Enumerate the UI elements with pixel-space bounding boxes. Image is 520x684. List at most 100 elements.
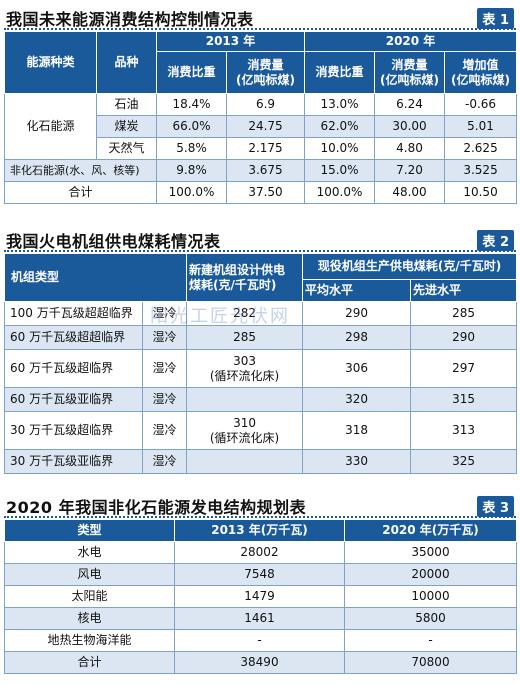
t1-cell: 66.0% xyxy=(156,115,227,138)
t1-cell: 15.0% xyxy=(304,159,376,182)
t2-cell: 315 xyxy=(410,387,518,412)
t2-cell: 310 (循环流化床) xyxy=(186,411,304,450)
t2-cooling: 湿冷 xyxy=(141,411,188,450)
t3-header-2013: 2013 年(万千瓦) xyxy=(174,519,345,542)
t2-cell: 290 xyxy=(302,301,412,326)
t2-cell: 325 xyxy=(410,449,518,474)
t1-cell: 9.8% xyxy=(156,159,227,182)
table1-title: 我国未来能源消费结构控制情况表 xyxy=(6,10,254,29)
t2-header-average: 平均水平 xyxy=(302,279,412,302)
table2-title: 我国火电机组供电煤耗情况表 xyxy=(6,232,221,251)
t1-cell: 3.525 xyxy=(444,159,518,182)
t2-cooling: 湿冷 xyxy=(141,301,188,326)
t3-cell: - xyxy=(174,629,345,652)
t3-cell: 5800 xyxy=(344,607,517,630)
table3-divider xyxy=(4,516,516,518)
t1-cell: 5.01 xyxy=(444,115,518,138)
t2-cooling: 湿冷 xyxy=(141,325,188,350)
t2-cell: 306 xyxy=(302,349,412,388)
table2: 机组类型 新建机组设计供电 煤耗(克/千瓦时) 现役机组生产供电煤耗(克/千瓦时… xyxy=(3,253,518,474)
t1-cell: 62.0% xyxy=(304,115,376,138)
t2-header-advanced: 先进水平 xyxy=(410,279,518,302)
t3-cell: - xyxy=(344,629,517,652)
t3-cell: 38490 xyxy=(174,651,345,674)
table1-divider xyxy=(4,28,516,30)
t1-header-increase: 增加值 (亿吨标煤) xyxy=(444,51,518,94)
t2-cell: 303 (循环流化床) xyxy=(186,349,304,388)
t2-cell: 282 xyxy=(186,301,304,326)
t3-header-type: 类型 xyxy=(4,519,175,542)
t1-cell: 18.4% xyxy=(156,93,227,116)
t2-cell: 320 xyxy=(302,387,412,412)
t3-type: 太阳能 xyxy=(4,585,175,608)
t1-cell: 24.75 xyxy=(225,115,306,138)
t2-cell xyxy=(186,387,304,412)
t2-header-type: 机组类型 xyxy=(3,253,188,302)
t2-cell: 297 xyxy=(410,349,518,388)
t3-cell: 35000 xyxy=(344,541,517,564)
t1-fossil-label: 化石能源 xyxy=(4,93,97,160)
t1-cell: 6.9 xyxy=(225,93,306,116)
t2-type: 100 万千瓦级超超临界 xyxy=(4,301,143,326)
t1-nonfossil-label: 非化石能源(水、风、核等) xyxy=(4,159,157,182)
table3-tag: 表 3 xyxy=(477,496,514,517)
t1-item: 煤炭 xyxy=(96,115,157,138)
t3-cell: 1479 xyxy=(174,585,345,608)
t1-cell: 30.00 xyxy=(374,115,446,138)
t1-cell: 5.8% xyxy=(156,137,227,160)
t1-cell: 48.00 xyxy=(374,181,446,204)
table3-title: 2020 年我国非化石能源发电结构规划表 xyxy=(6,498,307,517)
t3-type: 地热生物海洋能 xyxy=(4,629,175,652)
t1-cell: 13.0% xyxy=(304,93,376,116)
t2-cell: 318 xyxy=(302,411,412,450)
t1-cell: 10.50 xyxy=(444,181,518,204)
t3-cell: 20000 xyxy=(344,563,517,586)
t2-cell xyxy=(186,449,304,474)
t3-cell: 70800 xyxy=(344,651,517,674)
t3-type: 水电 xyxy=(4,541,175,564)
t3-header-2020: 2020 年(万千瓦) xyxy=(344,519,517,542)
t3-cell: 10000 xyxy=(344,585,517,608)
t3-cell: 7548 xyxy=(174,563,345,586)
t2-cooling: 湿冷 xyxy=(141,349,188,388)
t1-cell: 7.20 xyxy=(374,159,446,182)
table2-divider xyxy=(4,250,516,252)
t2-type: 60 万千瓦级超超临界 xyxy=(4,325,143,350)
table1: 能源种类 品种 2013 年 2020 年 消费比重 消费量 (亿吨标煤) 消费… xyxy=(4,31,518,204)
t2-header-production: 现役机组生产供电煤耗(克/千瓦时) xyxy=(302,253,518,280)
t1-item: 天然气 xyxy=(96,137,157,160)
t1-header-type: 能源种类 xyxy=(4,31,97,94)
t1-cell: 100.0% xyxy=(304,181,376,204)
t2-type: 60 万千瓦级亚临界 xyxy=(4,387,143,412)
t1-header-2020: 2020 年 xyxy=(304,31,518,52)
t1-cell: 6.24 xyxy=(374,93,446,116)
t1-header-ratio-2013: 消费比重 xyxy=(156,51,227,94)
t3-cell: 1461 xyxy=(174,607,345,630)
t2-type: 60 万千瓦级超临界 xyxy=(4,349,143,388)
t3-type: 风电 xyxy=(4,563,175,586)
t2-cell: 285 xyxy=(186,325,304,350)
t2-cell: 313 xyxy=(410,411,518,450)
t2-type: 30 万千瓦级亚临界 xyxy=(4,449,143,474)
t2-cooling: 湿冷 xyxy=(141,387,188,412)
t1-item: 石油 xyxy=(96,93,157,116)
t1-header-amount-2013: 消费量 (亿吨标煤) xyxy=(225,51,306,94)
t1-cell: 10.0% xyxy=(304,137,376,160)
t2-cooling: 湿冷 xyxy=(141,449,188,474)
t1-cell: 4.80 xyxy=(374,137,446,160)
t1-cell: 37.50 xyxy=(225,181,306,204)
t1-header-amount-2020: 消费量 (亿吨标煤) xyxy=(374,51,446,94)
table2-tag: 表 2 xyxy=(477,230,514,251)
t1-cell: -0.66 xyxy=(444,93,518,116)
t2-cell: 298 xyxy=(302,325,412,350)
t2-header-design: 新建机组设计供电 煤耗(克/千瓦时) xyxy=(186,253,304,302)
t1-header-ratio-2020: 消费比重 xyxy=(304,51,376,94)
t1-cell: 100.0% xyxy=(156,181,227,204)
t3-cell: 28002 xyxy=(174,541,345,564)
t1-total-label: 合计 xyxy=(4,181,157,204)
t2-cell: 290 xyxy=(410,325,518,350)
t1-header-2013: 2013 年 xyxy=(155,31,306,52)
table3: 类型 2013 年(万千瓦) 2020 年(万千瓦) 水电 28002 3500… xyxy=(4,519,517,674)
t2-type: 30 万千瓦级超临界 xyxy=(4,411,143,450)
t1-header-item: 品种 xyxy=(96,31,157,94)
